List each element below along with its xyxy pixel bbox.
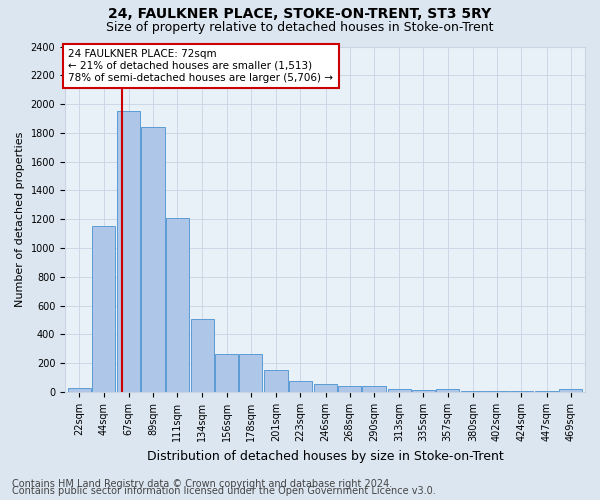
Bar <box>191 318 214 392</box>
Bar <box>265 370 288 392</box>
Bar <box>314 384 337 392</box>
Bar <box>289 380 312 392</box>
Bar <box>92 226 115 392</box>
Bar <box>338 386 361 392</box>
Text: Contains public sector information licensed under the Open Government Licence v3: Contains public sector information licen… <box>12 486 436 496</box>
Bar <box>166 218 189 392</box>
Bar <box>362 386 386 392</box>
Bar <box>559 389 583 392</box>
Bar <box>436 389 459 392</box>
Bar <box>117 112 140 392</box>
Bar <box>388 389 411 392</box>
Bar <box>68 388 91 392</box>
Text: 24, FAULKNER PLACE, STOKE-ON-TRENT, ST3 5RY: 24, FAULKNER PLACE, STOKE-ON-TRENT, ST3 … <box>109 8 491 22</box>
Bar <box>239 354 262 392</box>
Bar <box>142 127 164 392</box>
Text: Contains HM Land Registry data © Crown copyright and database right 2024.: Contains HM Land Registry data © Crown c… <box>12 479 392 489</box>
Text: Size of property relative to detached houses in Stoke-on-Trent: Size of property relative to detached ho… <box>106 21 494 34</box>
Bar <box>215 354 238 392</box>
Y-axis label: Number of detached properties: Number of detached properties <box>15 132 25 307</box>
Bar <box>412 390 435 392</box>
Text: 24 FAULKNER PLACE: 72sqm
← 21% of detached houses are smaller (1,513)
78% of sem: 24 FAULKNER PLACE: 72sqm ← 21% of detach… <box>68 50 334 82</box>
X-axis label: Distribution of detached houses by size in Stoke-on-Trent: Distribution of detached houses by size … <box>146 450 503 462</box>
